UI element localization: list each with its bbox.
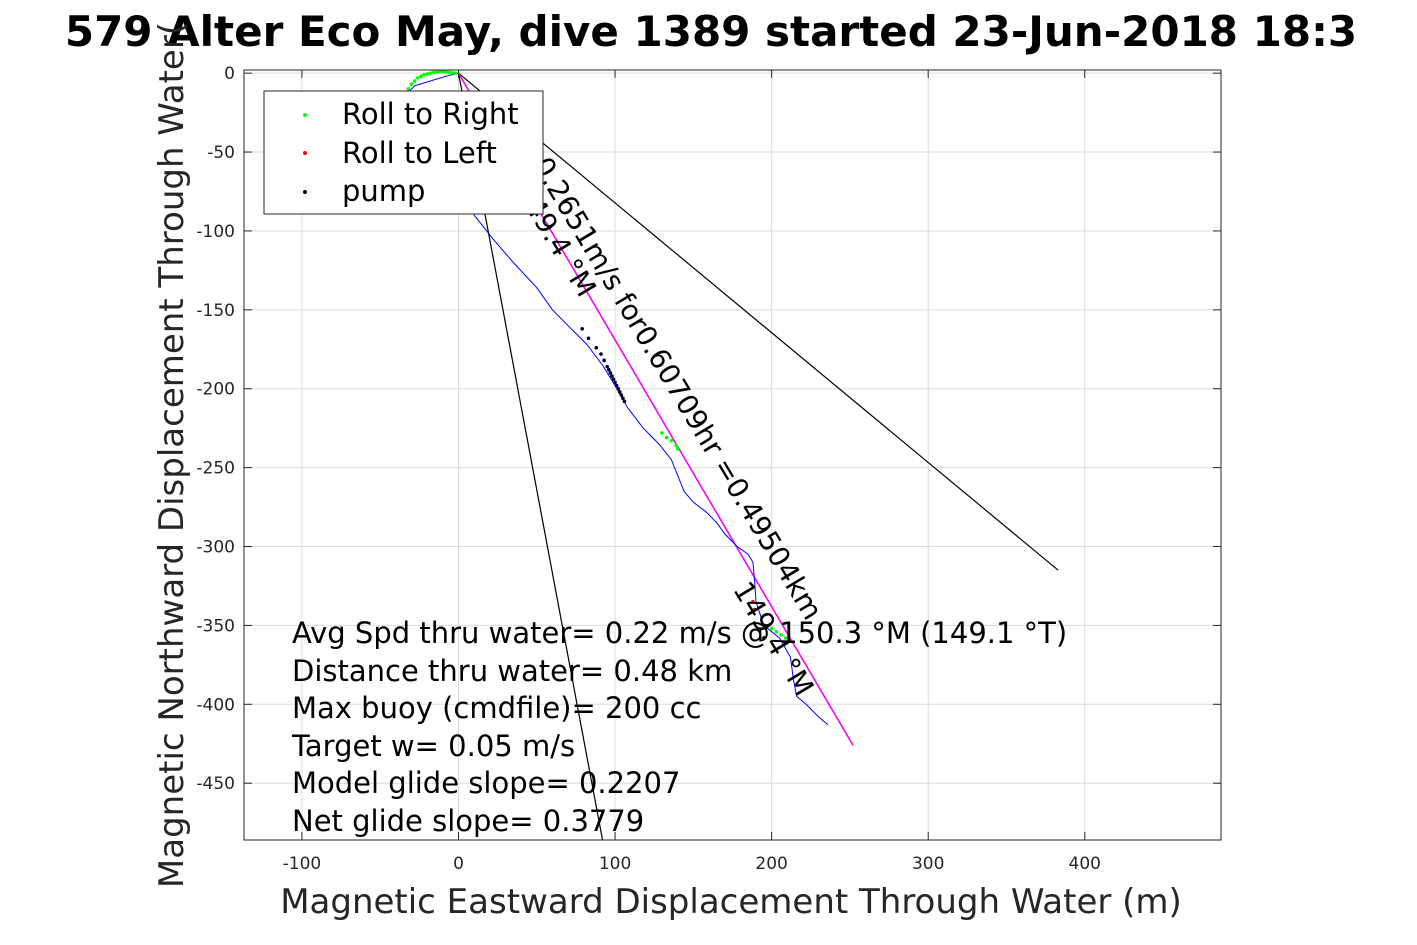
roll-right-point: [419, 74, 423, 79]
legend-label-pump: pump: [342, 174, 425, 208]
roll-right-point: [675, 446, 680, 451]
y-tick-label: -50: [207, 143, 235, 163]
y-tick-label: -400: [196, 695, 235, 715]
roll-left-point: [752, 607, 757, 612]
y-tick-label: -150: [196, 301, 235, 321]
roll-right-point: [674, 443, 678, 448]
roll-right-point: [406, 87, 411, 91]
legend-label-roll-left: Roll to Left: [342, 136, 497, 170]
y-tick-label: -250: [196, 459, 235, 479]
x-tick-label: 100: [599, 854, 631, 874]
roll-right-point: [447, 70, 451, 75]
pump-point: [613, 380, 617, 385]
axes-frame: [243, 69, 1222, 841]
pump-point: [580, 326, 584, 331]
stat-max-buoy: Max buoy (cmdfile)= 200 cc: [292, 691, 701, 725]
roll-right-point: [769, 626, 774, 631]
roll-right-point: [664, 435, 669, 440]
pump-point: [602, 358, 606, 363]
pump-point: [611, 377, 616, 382]
y-tick-label: -350: [196, 616, 235, 636]
legend-marker-roll-left: [303, 151, 307, 155]
y-tick-labels: 0 -50 -100 -150 -200 -250 -300 -350 -400 -450: [196, 64, 235, 794]
pump-point: [599, 352, 603, 356]
chart-title: 579 Alter Eco May, dive 1389 started 23-…: [65, 7, 1357, 56]
pump-point: [622, 399, 627, 404]
x-tick-label: -100: [283, 854, 322, 874]
dive-statistics: Avg Spd thru water= 0.22 m/s @ 150.3 °M …: [291, 616, 1067, 838]
roll-right-point: [450, 71, 455, 75]
x-tick-label: 0: [453, 854, 464, 874]
roll-right-point: [415, 76, 420, 80]
pump-point: [586, 336, 591, 341]
legend: Roll to Right Roll to Left pump: [263, 90, 544, 215]
pump-point: [594, 345, 599, 350]
x-tick-label: 300: [912, 854, 944, 874]
roll-right-point: [669, 438, 674, 443]
y-tick-label: 0: [224, 64, 235, 84]
stat-target-w: Target w= 0.05 m/s: [291, 729, 575, 763]
roll-right-point: [660, 431, 664, 435]
stat-model-glide-slope: Model glide slope= 0.2207: [292, 766, 680, 800]
roll-right-point: [444, 70, 448, 74]
roll-right-point: [425, 72, 429, 76]
pump-point: [617, 390, 622, 394]
x-axis-label: Magnetic Eastward Displacement Through W…: [280, 882, 1182, 922]
legend-marker-roll-right: [303, 113, 307, 117]
pump-point: [608, 371, 613, 375]
roll-right-point: [441, 70, 445, 74]
y-axis-label: Magnetic Northward Displacement Through …: [152, 22, 192, 888]
pump-point: [619, 393, 624, 397]
y-tick-label: -300: [196, 538, 235, 558]
roll-right-point: [428, 71, 433, 75]
roll-right-point: [431, 70, 436, 75]
roll-right-point: [412, 79, 417, 83]
roll-right-point: [409, 82, 414, 87]
reference-line: [458, 72, 1059, 571]
roll-right-point: [774, 629, 779, 634]
pump-point: [621, 396, 625, 400]
roll-right-point: [779, 633, 783, 637]
pump-point: [616, 386, 621, 391]
y-tick-label: -100: [196, 222, 235, 242]
grid-lines: [244, 70, 1221, 840]
roll-right-point: [453, 71, 458, 75]
legend-box: [263, 90, 544, 215]
x-tick-label: 200: [755, 854, 787, 874]
x-tick-label: 400: [1069, 854, 1101, 874]
y-tick-label: -450: [196, 774, 235, 794]
x-tick-labels: -100 0 100 200 300 400: [283, 854, 1101, 874]
marker-points: [406, 70, 788, 640]
stat-avg-speed: Avg Spd thru water= 0.22 m/s @ 150.3 °M …: [292, 616, 1067, 650]
roll-right-point: [434, 70, 439, 74]
roll-right-point: [783, 636, 788, 640]
legend-marker-pump: [303, 190, 307, 194]
pump-point: [607, 367, 611, 372]
pump-point: [614, 383, 619, 388]
pump-point: [610, 374, 614, 378]
roll-left-point: [751, 599, 755, 604]
y-tick-label: -200: [196, 380, 235, 400]
legend-label-roll-right: Roll to Right: [342, 97, 519, 131]
stat-distance: Distance thru water= 0.48 km: [292, 654, 732, 688]
stat-net-glide-slope: Net glide slope= 0.3779: [292, 804, 644, 838]
roll-right-point: [422, 72, 426, 77]
pump-point: [605, 364, 610, 369]
roll-right-point: [437, 70, 442, 74]
axes-box: [243, 69, 1222, 841]
